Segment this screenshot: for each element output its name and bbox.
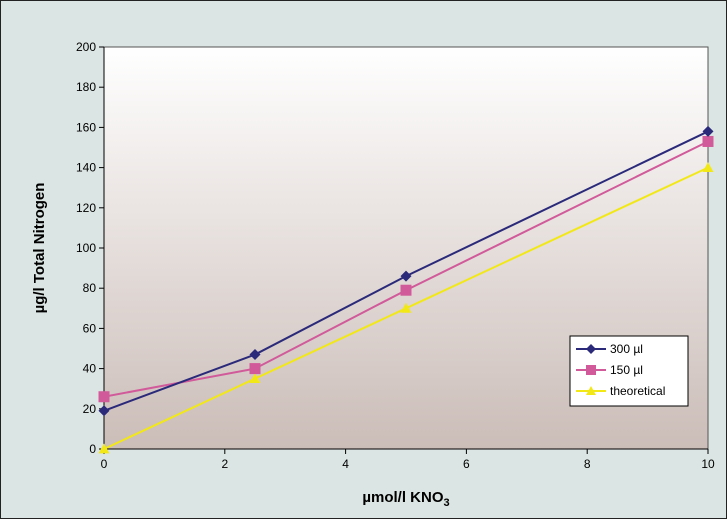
x-tick-label: 4 <box>342 457 349 471</box>
x-tick-label: 0 <box>101 457 108 471</box>
square-marker <box>586 365 596 375</box>
y-tick-label: 80 <box>83 281 97 295</box>
triangle-marker <box>586 386 596 395</box>
x-tick-label: 2 <box>221 457 228 471</box>
x-tick-label: 6 <box>463 457 470 471</box>
series-line <box>103 166 709 450</box>
axes: 0 20 40 60 80 100 120 140 160 180 200 0 2 4 6 8 10 <box>76 40 715 471</box>
x-tick-label: 8 <box>584 457 591 471</box>
series-line <box>103 130 709 412</box>
triangle-marker <box>702 162 714 172</box>
y-tick-label: 200 <box>76 40 96 54</box>
legend-label: 150 µl <box>610 363 643 377</box>
series-layer <box>98 125 714 454</box>
triangle-marker <box>98 443 110 454</box>
diamond-marker <box>702 125 714 137</box>
square-marker <box>249 363 261 375</box>
series-2 <box>98 162 714 454</box>
series-0 <box>98 125 714 417</box>
diamond-marker <box>400 270 412 282</box>
y-axis-title: µg/l Total Nitrogen <box>31 183 48 314</box>
x-axis-title: µmol/l KNO3 <box>362 489 449 509</box>
y-tick-label: 160 <box>76 120 96 134</box>
square-marker <box>98 391 110 403</box>
y-tick-label: 0 <box>89 442 96 456</box>
diamond-marker <box>98 405 110 417</box>
y-tick-label: 60 <box>83 321 97 335</box>
y-tick-label: 180 <box>76 80 96 94</box>
diamond-marker <box>249 349 261 361</box>
y-tick-label: 40 <box>83 362 97 376</box>
legend-label: 300 µl <box>610 342 643 356</box>
square-marker <box>702 135 714 147</box>
triangle-marker <box>400 302 412 313</box>
diamond-marker <box>586 344 596 354</box>
triangle-marker <box>249 373 261 384</box>
legend: 300 µl 150 µl theoretical <box>569 335 689 407</box>
y-tick-label: 100 <box>76 241 96 255</box>
y-tick-label: 20 <box>83 402 97 416</box>
legend-label: theoretical <box>610 384 665 398</box>
y-tick-label: 140 <box>76 161 96 175</box>
square-marker <box>400 284 412 296</box>
y-tick-label: 120 <box>76 201 96 215</box>
x-tick-label: 10 <box>701 457 715 471</box>
